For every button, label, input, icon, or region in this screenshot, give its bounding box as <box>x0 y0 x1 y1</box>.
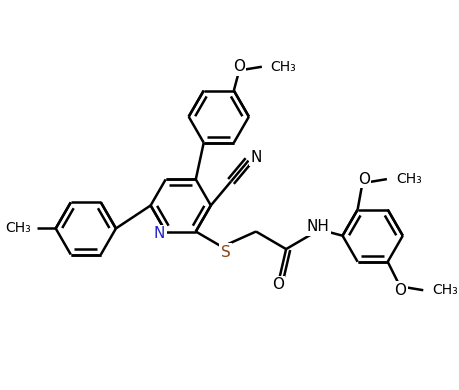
Text: N: N <box>154 226 165 241</box>
Text: O: O <box>272 277 284 292</box>
Text: O: O <box>358 172 370 186</box>
Text: O: O <box>233 59 245 74</box>
Text: CH₃: CH₃ <box>396 172 422 186</box>
Text: CH₃: CH₃ <box>432 283 458 297</box>
Text: O: O <box>394 283 406 298</box>
Text: N: N <box>250 150 262 165</box>
Text: CH₃: CH₃ <box>5 222 31 236</box>
Text: CH₃: CH₃ <box>270 60 296 74</box>
Text: NH: NH <box>307 219 330 234</box>
Text: S: S <box>221 245 231 260</box>
